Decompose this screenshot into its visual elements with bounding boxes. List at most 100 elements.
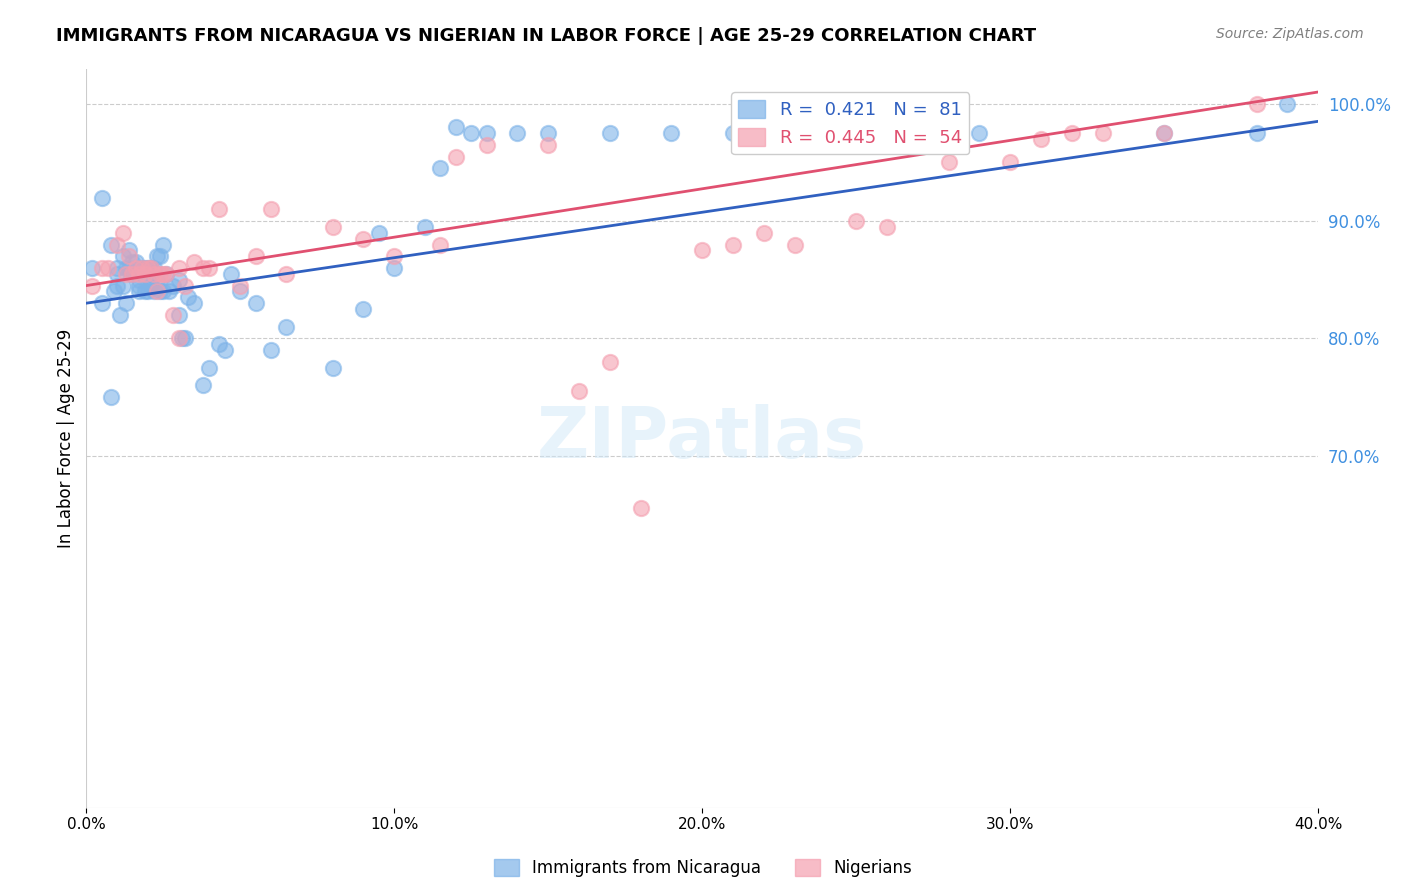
Point — [413, 219, 436, 234]
Point — [112, 278, 135, 293]
Point — [1029, 132, 1052, 146]
Point — [219, 267, 242, 281]
Point — [131, 267, 153, 281]
Text: ZIPatlas: ZIPatlas — [537, 403, 868, 473]
Point — [322, 360, 344, 375]
Point — [170, 331, 193, 345]
Point — [105, 260, 128, 275]
Y-axis label: In Labor Force | Age 25-29: In Labor Force | Age 25-29 — [58, 328, 75, 548]
Point — [136, 267, 159, 281]
Point — [661, 126, 683, 140]
Point — [599, 355, 621, 369]
Point — [128, 278, 150, 293]
Point — [162, 278, 184, 293]
Point — [1153, 126, 1175, 140]
Point — [105, 237, 128, 252]
Point — [112, 249, 135, 263]
Point — [90, 260, 112, 275]
Point — [721, 237, 744, 252]
Point — [167, 308, 190, 322]
Point — [214, 343, 236, 357]
Point — [162, 308, 184, 322]
Point — [814, 126, 837, 140]
Text: IMMIGRANTS FROM NICARAGUA VS NIGERIAN IN LABOR FORCE | AGE 25-29 CORRELATION CHA: IMMIGRANTS FROM NICARAGUA VS NIGERIAN IN… — [56, 27, 1036, 45]
Point — [568, 384, 591, 399]
Point — [136, 260, 159, 275]
Text: Source: ZipAtlas.com: Source: ZipAtlas.com — [1216, 27, 1364, 41]
Point — [128, 285, 150, 299]
Point — [121, 267, 143, 281]
Point — [173, 331, 195, 345]
Point — [112, 226, 135, 240]
Point — [630, 501, 652, 516]
Point — [322, 219, 344, 234]
Point — [82, 278, 104, 293]
Point — [90, 191, 112, 205]
Point — [124, 260, 146, 275]
Point — [149, 249, 172, 263]
Point — [876, 126, 898, 140]
Point — [167, 331, 190, 345]
Point — [1060, 126, 1083, 140]
Point — [752, 126, 775, 140]
Point — [1246, 96, 1268, 111]
Point — [245, 296, 267, 310]
Point — [159, 285, 181, 299]
Point — [136, 285, 159, 299]
Point — [146, 273, 169, 287]
Point — [537, 126, 560, 140]
Point — [537, 137, 560, 152]
Point — [131, 260, 153, 275]
Point — [105, 267, 128, 281]
Point — [139, 260, 162, 275]
Point — [128, 267, 150, 281]
Point — [103, 285, 125, 299]
Point — [134, 285, 156, 299]
Point — [1091, 126, 1114, 140]
Point — [367, 226, 389, 240]
Point — [115, 296, 138, 310]
Point — [845, 214, 868, 228]
Point — [152, 285, 174, 299]
Point — [136, 260, 159, 275]
Point — [128, 273, 150, 287]
Point — [229, 285, 252, 299]
Point — [173, 278, 195, 293]
Point — [276, 319, 298, 334]
Point — [139, 273, 162, 287]
Point — [938, 155, 960, 169]
Point — [276, 267, 298, 281]
Point — [1000, 155, 1022, 169]
Point — [444, 120, 467, 135]
Point — [382, 249, 405, 263]
Point — [105, 278, 128, 293]
Point — [115, 267, 138, 281]
Legend: Immigrants from Nicaragua, Nigerians: Immigrants from Nicaragua, Nigerians — [488, 852, 918, 884]
Point — [146, 285, 169, 299]
Point — [429, 161, 451, 176]
Point — [143, 267, 166, 281]
Point — [876, 219, 898, 234]
Point — [143, 267, 166, 281]
Point — [506, 126, 529, 140]
Point — [382, 260, 405, 275]
Point — [143, 285, 166, 299]
Point — [1246, 126, 1268, 140]
Point — [475, 137, 498, 152]
Point — [353, 301, 375, 316]
Point — [152, 267, 174, 281]
Point — [100, 390, 122, 404]
Point — [124, 260, 146, 275]
Point — [131, 260, 153, 275]
Point — [155, 267, 177, 281]
Point — [149, 267, 172, 281]
Point — [353, 232, 375, 246]
Point — [118, 260, 141, 275]
Point — [90, 296, 112, 310]
Point — [1277, 96, 1299, 111]
Point — [260, 202, 283, 217]
Point — [134, 267, 156, 281]
Point — [100, 237, 122, 252]
Point — [139, 260, 162, 275]
Point — [229, 278, 252, 293]
